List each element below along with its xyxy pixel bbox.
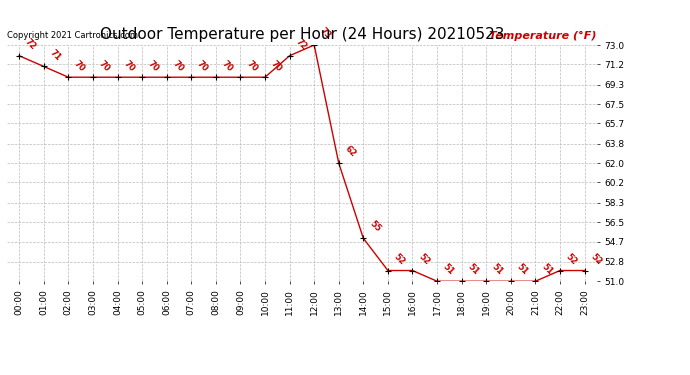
Text: 52: 52: [392, 252, 406, 266]
Text: 51: 51: [441, 262, 456, 277]
Title: Outdoor Temperature per Hour (24 Hours) 20210523: Outdoor Temperature per Hour (24 Hours) …: [99, 27, 504, 42]
Text: 70: 70: [72, 58, 87, 73]
Text: 72: 72: [294, 37, 308, 52]
Text: 71: 71: [48, 48, 63, 62]
Text: 70: 70: [244, 58, 259, 73]
Text: 73: 73: [318, 26, 333, 41]
Text: 72: 72: [23, 37, 38, 52]
Text: 52: 52: [417, 252, 431, 266]
Text: 70: 70: [97, 58, 112, 73]
Text: 70: 70: [146, 58, 161, 73]
Text: Copyright 2021 Cartronics.com: Copyright 2021 Cartronics.com: [7, 31, 138, 40]
Text: 70: 70: [220, 58, 235, 73]
Text: 51: 51: [515, 262, 530, 277]
Text: 70: 70: [269, 58, 284, 73]
Text: 62: 62: [343, 144, 357, 159]
Text: 51: 51: [491, 262, 505, 277]
Text: 51: 51: [466, 262, 480, 277]
Text: 51: 51: [540, 262, 554, 277]
Text: 55: 55: [368, 219, 382, 234]
Text: 70: 70: [121, 58, 136, 73]
Text: Temperature (°F): Temperature (°F): [489, 31, 597, 41]
Text: 70: 70: [171, 58, 186, 73]
Text: 70: 70: [195, 58, 210, 73]
Text: 52: 52: [564, 252, 579, 266]
Text: 52: 52: [589, 252, 603, 266]
